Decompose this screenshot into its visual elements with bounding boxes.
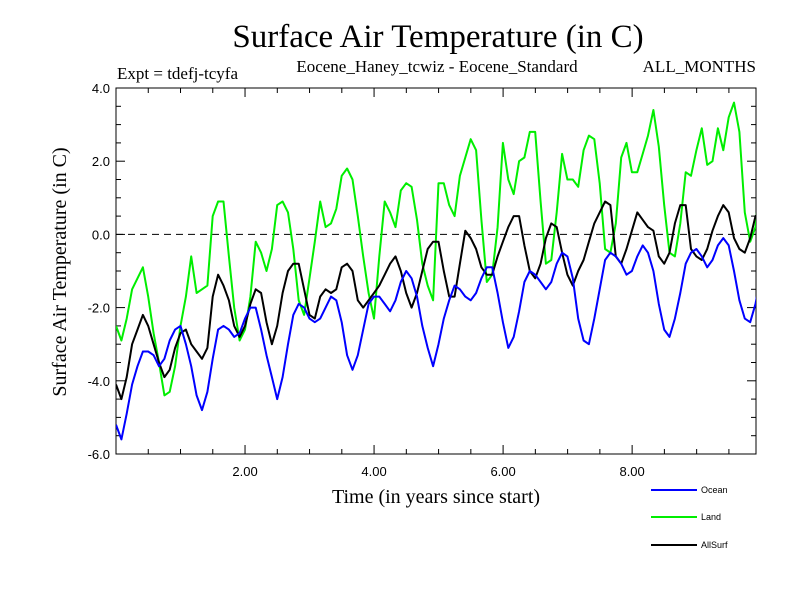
x-tick-label: 8.00 bbox=[619, 464, 644, 479]
chart-title: Surface Air Temperature (in C) bbox=[232, 19, 643, 55]
x-tick-label: 4.00 bbox=[361, 464, 386, 479]
series-line-land bbox=[116, 101, 756, 397]
y-tick-label: 4.0 bbox=[92, 81, 110, 96]
y-tick-label: 2.0 bbox=[92, 154, 110, 169]
subtitle-right: ALL_MONTHS bbox=[643, 57, 756, 76]
y-tick-label: -6.0 bbox=[88, 447, 110, 462]
legend-label-allsurf: AllSurf bbox=[701, 540, 728, 550]
x-axis-label: Time (in years since start) bbox=[332, 486, 540, 508]
y-axis-label: Surface Air Temperature (in C) bbox=[49, 147, 71, 396]
y-tick-label: -2.0 bbox=[88, 301, 110, 316]
x-tick-label: 2.00 bbox=[232, 464, 257, 479]
legend-label-ocean: Ocean bbox=[701, 485, 728, 495]
legend: Ocean Land AllSurf bbox=[651, 485, 728, 550]
series-line-allsurf bbox=[116, 200, 756, 401]
series-line-ocean bbox=[116, 237, 756, 441]
legend-label-land: Land bbox=[701, 512, 721, 522]
y-tick-label: -4.0 bbox=[88, 374, 110, 389]
plot-area: -6.0 -4.0 -2.0 0.0 2.0 4.0 2.00 4.00 6.00 8.00 bbox=[88, 81, 757, 479]
plot-frame bbox=[115, 87, 757, 455]
subtitle-center: Eocene_Haney_tcwiz - Eocene_Standard bbox=[296, 57, 578, 76]
subtitle-left: Expt = tdefj-tcyfa bbox=[117, 64, 238, 83]
y-tick-label: 0.0 bbox=[92, 227, 110, 242]
x-tick-label: 6.00 bbox=[490, 464, 515, 479]
